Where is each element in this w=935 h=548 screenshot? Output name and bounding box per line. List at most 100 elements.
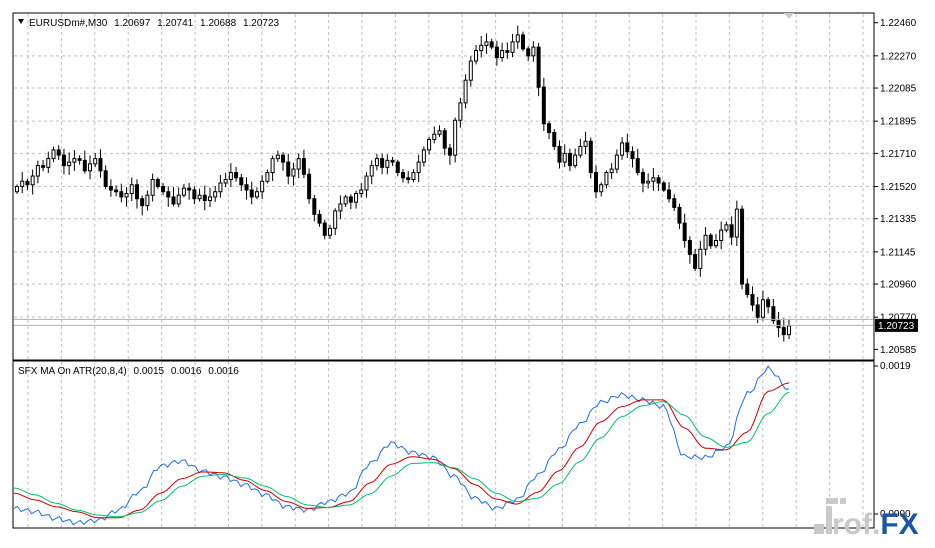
candle-bearish <box>401 172 405 179</box>
watermark-text: rof.FX <box>832 508 919 538</box>
indicator-value-2: 0.0016 <box>171 366 202 377</box>
chart-shift-marker-icon[interactable] <box>784 13 794 19</box>
candle-bullish <box>150 179 155 196</box>
price-tick-label: 1.21520 <box>880 182 917 193</box>
candle-bearish <box>750 294 755 306</box>
candle-bearish <box>552 131 557 147</box>
watermark-text-accent: FX <box>880 508 918 538</box>
candle-bearish <box>98 158 103 172</box>
candle-bullish <box>338 203 343 212</box>
watermark-block <box>826 498 838 504</box>
triangle-down-icon[interactable] <box>18 19 24 24</box>
candle-bullish <box>343 196 348 205</box>
candle-bullish <box>260 180 265 193</box>
candle-bullish <box>421 149 426 163</box>
candle-bearish <box>588 140 593 174</box>
candle-bullish <box>51 149 56 160</box>
candle-bearish <box>380 158 385 168</box>
candle-bullish <box>703 234 708 250</box>
candle-bullish <box>698 248 703 269</box>
watermark-block <box>840 498 846 504</box>
candle-bearish <box>77 158 82 161</box>
candle-bullish <box>369 165 374 177</box>
candle-bullish <box>145 194 150 207</box>
candle-bearish <box>687 240 692 255</box>
indicator-line-atr <box>13 365 790 526</box>
candle-bullish <box>484 41 489 46</box>
candle-bearish <box>656 177 661 184</box>
candle-bearish <box>234 172 239 179</box>
candle-bullish <box>327 227 332 236</box>
candle-bullish <box>228 172 233 181</box>
candle-bullish <box>67 161 72 167</box>
candle-bearish <box>239 177 244 186</box>
candle-bearish <box>766 299 771 308</box>
candlestick-series <box>15 25 791 342</box>
candle-bullish <box>20 180 25 187</box>
candle-bullish <box>531 46 536 57</box>
indicator-value-1: 0.0015 <box>134 366 165 377</box>
candle-bearish <box>202 194 207 201</box>
candle-bearish <box>489 41 494 48</box>
candle-bullish <box>223 179 228 184</box>
candle-bullish <box>333 210 338 229</box>
candle-bearish <box>536 46 541 88</box>
candle-bearish <box>166 191 171 198</box>
candle-bullish <box>474 50 479 62</box>
candle-bullish <box>296 158 301 170</box>
candle-bearish <box>505 50 510 53</box>
candle-bearish <box>781 327 786 336</box>
candle-bearish <box>286 161 291 177</box>
price-tick-label: 1.21145 <box>880 247 916 258</box>
main-grid <box>14 14 873 359</box>
candle-bearish <box>625 142 630 153</box>
candle-bearish <box>557 145 562 163</box>
candle-bearish <box>640 172 645 184</box>
candle-bullish <box>374 158 379 167</box>
candle-bullish <box>208 196 212 201</box>
candle-bullish <box>411 172 416 181</box>
indicator-panel[interactable] <box>12 360 875 529</box>
candle-bearish <box>755 304 760 318</box>
candle-bearish <box>187 187 192 191</box>
candle-bearish <box>114 189 119 193</box>
candle-bullish <box>265 172 270 182</box>
candle-bullish <box>787 325 791 336</box>
price-scale: 1.22460 1.22270 1.22085 1.21895 1.21710 1.215… <box>874 18 917 356</box>
candle-bullish <box>427 138 432 151</box>
candle-bearish <box>134 184 139 200</box>
candle-bullish <box>609 168 614 174</box>
candle-bullish <box>291 168 296 177</box>
candle-bullish <box>651 177 656 182</box>
candle-bearish <box>661 182 666 191</box>
candle-bullish <box>88 163 93 172</box>
price-tick-label: 1.21335 <box>880 214 917 225</box>
candle-bullish <box>254 191 259 198</box>
candle-bearish <box>682 222 687 242</box>
candle-bullish <box>385 159 390 168</box>
candle-bullish <box>124 192 129 198</box>
indicator-tick-label: 0.0019 <box>880 361 911 372</box>
price-tick-label: 1.21895 <box>880 117 917 128</box>
candle-bearish <box>693 253 698 269</box>
candle-bullish <box>719 229 724 242</box>
candle-bullish <box>15 186 19 193</box>
candle-bullish <box>713 240 718 247</box>
watermark-block <box>814 524 824 534</box>
indicator-title: SFX MA On ATR(20,8,4) <box>18 366 127 377</box>
candle-bearish <box>635 158 640 174</box>
candle-bearish <box>547 123 552 133</box>
ohlc-low: 1.20688 <box>200 18 237 29</box>
candle-bullish <box>176 194 181 205</box>
candle-bullish <box>197 194 202 200</box>
candle-bearish <box>567 152 572 167</box>
main-header-text: EURUSDm#,M30 1.20697 1.20741 1.20688 1.2… <box>29 18 280 29</box>
candle-bullish <box>453 119 458 156</box>
candle-bearish <box>155 179 160 188</box>
candle-bullish <box>458 102 463 121</box>
price-tick-label: 1.22460 <box>880 18 917 29</box>
candle-bearish <box>630 151 635 160</box>
candle-bullish <box>432 133 437 140</box>
candle-bearish <box>447 147 452 156</box>
